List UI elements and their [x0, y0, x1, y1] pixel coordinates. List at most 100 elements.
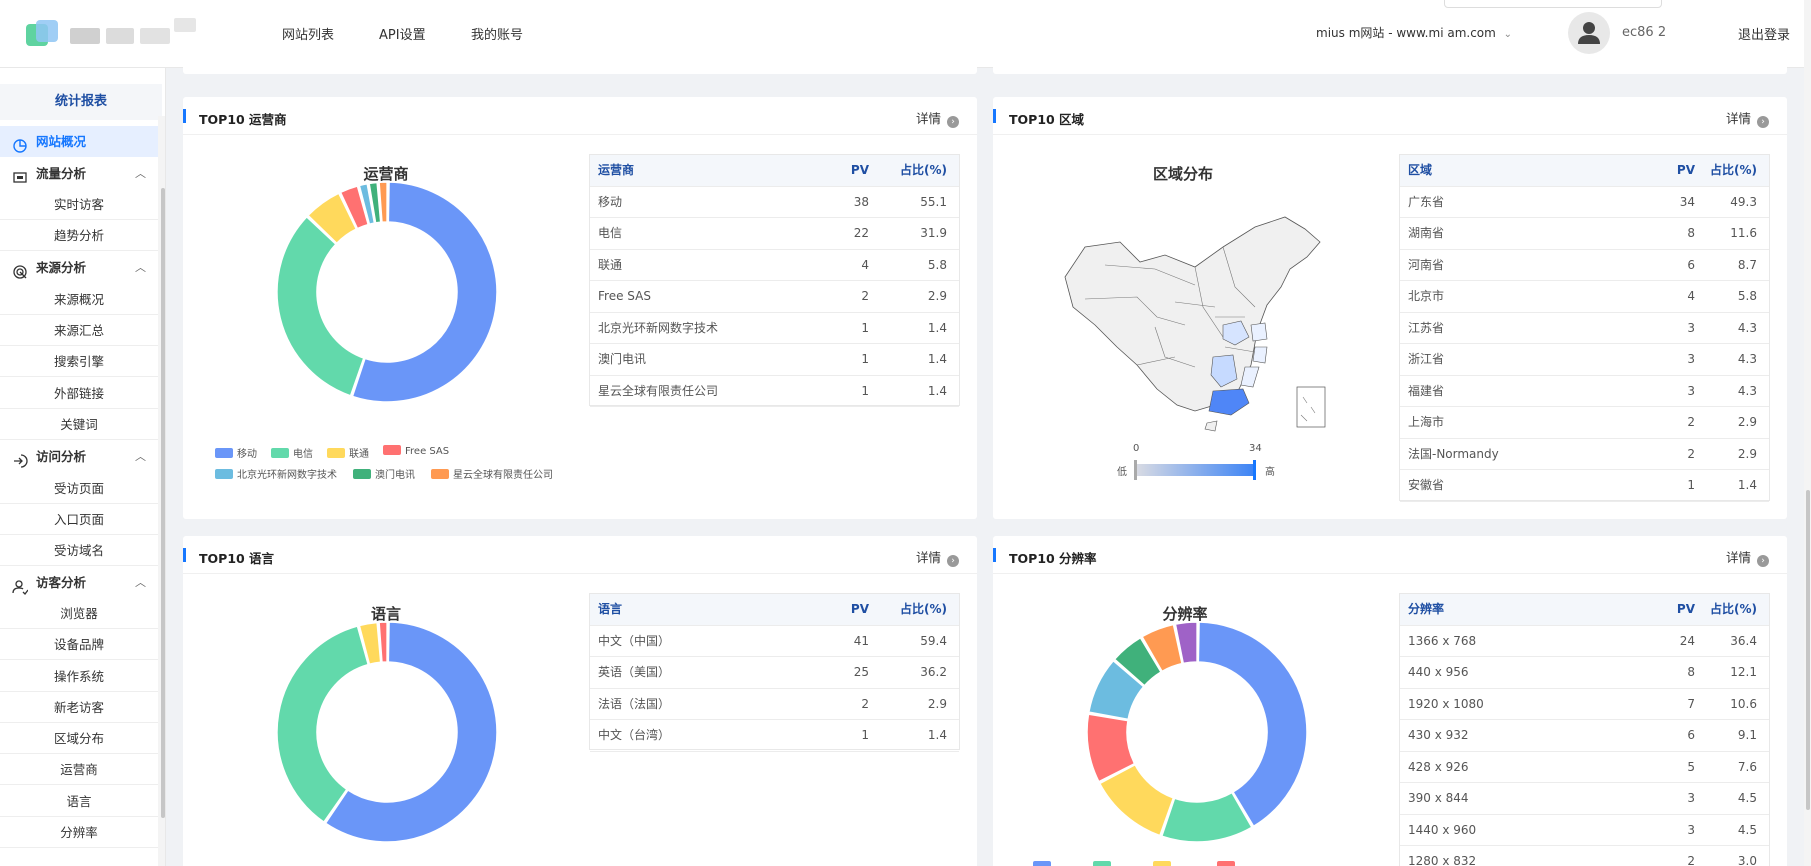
detail-link[interactable]: 详情 ›: [1726, 108, 1769, 128]
table-cell: 3.0: [1737, 854, 1757, 866]
legend-item[interactable]: 北京光环新网数字技术: [215, 466, 337, 481]
sidebar-item-16[interactable]: 设备品牌: [0, 629, 158, 660]
sidebar-item-1[interactable]: 流量分析 ︿: [0, 158, 158, 189]
donut-slice[interactable]: [1113, 636, 1163, 687]
sidebar-item-21[interactable]: 语言: [0, 786, 158, 817]
table-cell: 联通: [598, 257, 623, 272]
donut-slice[interactable]: [324, 621, 498, 843]
donut-slice[interactable]: [1098, 763, 1175, 837]
donut-slice[interactable]: [339, 185, 370, 230]
avatar[interactable]: [1568, 12, 1610, 54]
sidebar-item-17[interactable]: 操作系统: [0, 661, 158, 692]
donut-slice[interactable]: [276, 625, 370, 824]
map-region-henan: [1222, 320, 1250, 346]
scale-handle-right[interactable]: [1253, 460, 1256, 480]
legend-item[interactable]: 星云全球有限责任公司: [431, 466, 553, 481]
table-cell: 2.9: [1737, 446, 1757, 461]
donut-slice[interactable]: [1141, 623, 1183, 673]
sidebar-item-18[interactable]: 新老访客: [0, 692, 158, 723]
table-cell: 41: [853, 633, 869, 648]
sidebar-item-20[interactable]: 运营商: [0, 754, 158, 785]
logout-link[interactable]: 退出登录: [1738, 28, 1791, 43]
page-scrollbar[interactable]: [1804, 0, 1811, 866]
donut-slice[interactable]: [306, 192, 358, 245]
table-cell: 中文（台湾）: [598, 728, 671, 742]
sidebar-item-6[interactable]: 来源汇总: [0, 315, 158, 346]
table-cell: 北京光环新网数字技术: [598, 320, 719, 335]
sidebar-item-8[interactable]: 外部链接: [0, 378, 158, 409]
donut-slice[interactable]: [378, 621, 388, 663]
sidebar-item-0[interactable]: 网站概况: [0, 126, 158, 157]
detail-link[interactable]: 详情 ›: [916, 547, 959, 567]
table-row: 联通 4 5.8: [590, 250, 959, 281]
sidebar-item-3[interactable]: 趋势分析: [0, 220, 158, 251]
nav-my-account[interactable]: 我的账号: [471, 28, 524, 43]
sidebar-item-4[interactable]: 来源分析 ︿: [0, 252, 158, 283]
legend-item[interactable]: 电信: [271, 445, 313, 460]
donut-slice[interactable]: [1087, 659, 1145, 721]
enter-icon: [12, 449, 28, 468]
table-cell: 2: [861, 289, 869, 303]
scale-handle-left[interactable]: [1134, 460, 1137, 480]
donut-slice[interactable]: [1197, 621, 1308, 828]
sidebar-item-12[interactable]: 入口页面: [0, 504, 158, 535]
monitor-icon: [12, 166, 28, 183]
table-row: 法语（法国） 2 2.9: [590, 689, 959, 720]
sidebar-item-10[interactable]: 访问分析 ︿: [0, 441, 158, 472]
table-cell: 7: [1687, 696, 1695, 711]
sidebar-item-9[interactable]: 关键词: [0, 409, 158, 440]
sidebar-item-7[interactable]: 搜索引擎: [0, 346, 158, 377]
donut-slice[interactable]: [1160, 791, 1253, 843]
nav-api-settings[interactable]: API设置: [379, 28, 426, 43]
table-cell: 428 x 926: [1408, 759, 1469, 774]
page-scrollbar-thumb[interactable]: [1806, 490, 1810, 810]
detail-link[interactable]: 详情 ›: [916, 108, 959, 128]
donut-slice[interactable]: [351, 181, 498, 403]
detail-link[interactable]: 详情 ›: [1726, 547, 1769, 567]
sidebar-item-5[interactable]: 来源概况: [0, 284, 158, 315]
map-region-hunan: [1210, 354, 1238, 388]
donut-slice[interactable]: [1086, 713, 1136, 783]
table-cell: 2: [1687, 446, 1695, 461]
legend-item[interactable]: Free SAS: [383, 445, 449, 457]
table-row: 390 x 844 3 4.5: [1400, 783, 1769, 815]
sidebar-item-13[interactable]: 受访域名: [0, 535, 158, 566]
sidebar-scrollbar-thumb[interactable]: [161, 188, 165, 818]
table-cell: 移动: [598, 194, 623, 209]
table-cell: 430 x 932: [1408, 728, 1469, 742]
pie-chart-icon: [12, 134, 28, 153]
sidebar-title: 统计报表: [0, 84, 162, 120]
scale-low-label: 低: [1117, 467, 1127, 478]
nav-site-list[interactable]: 网站列表: [282, 28, 335, 43]
legend-item[interactable]: 澳门电讯: [353, 466, 415, 481]
donut-slice[interactable]: [276, 215, 365, 397]
table-row: 430 x 932 6 9.1: [1400, 720, 1769, 752]
scale-gradient-bar[interactable]: [1136, 464, 1254, 476]
sidebar-item-14[interactable]: 访客分析 ︿: [0, 567, 158, 598]
carrier-table: 运营商 PV 占比(%) 移动 38 55.1 电信 22 31.9 联通 4 5.8 Free SAS…: [589, 154, 960, 407]
donut-slice[interactable]: [368, 181, 382, 224]
sidebar-item-11[interactable]: 受访页面: [0, 473, 158, 504]
table-cell: 1920 x 1080: [1408, 696, 1484, 711]
table-cell: 法语（法国）: [598, 696, 671, 711]
legend-swatch: [215, 469, 233, 479]
chevron-up-icon: ︿: [135, 576, 146, 589]
sidebar-item-22[interactable]: 分辨率: [0, 817, 158, 848]
donut-slice[interactable]: [358, 621, 382, 666]
donut-slice[interactable]: [378, 181, 388, 223]
table-cell: 6: [1687, 257, 1695, 272]
sidebar-item-15[interactable]: 浏览器: [0, 598, 158, 629]
sidebar-group-label: 网站概况: [36, 134, 87, 149]
table-cell: 2: [1687, 854, 1695, 866]
scale-high-label: 高: [1265, 467, 1275, 478]
legend-item[interactable]: 移动: [215, 445, 257, 460]
sidebar-item-2[interactable]: 实时访客: [0, 189, 158, 220]
donut-slice[interactable]: [358, 182, 376, 226]
legend-item[interactable]: 联通: [327, 445, 369, 460]
sidebar-item-19[interactable]: 区域分布: [0, 723, 158, 754]
site-selector[interactable]: mius m网站 - www.mi am.com ⌄: [1316, 24, 1512, 41]
card-top10-region: TOP10 区域 详情 › 区域分布 0 34 低 高 区域 PV 占比(%) 广东省 3…: [993, 97, 1787, 519]
table-cell: 1: [861, 352, 869, 366]
donut-slice[interactable]: [1174, 621, 1198, 665]
table-header: 区域 PV 占比(%): [1400, 155, 1769, 187]
